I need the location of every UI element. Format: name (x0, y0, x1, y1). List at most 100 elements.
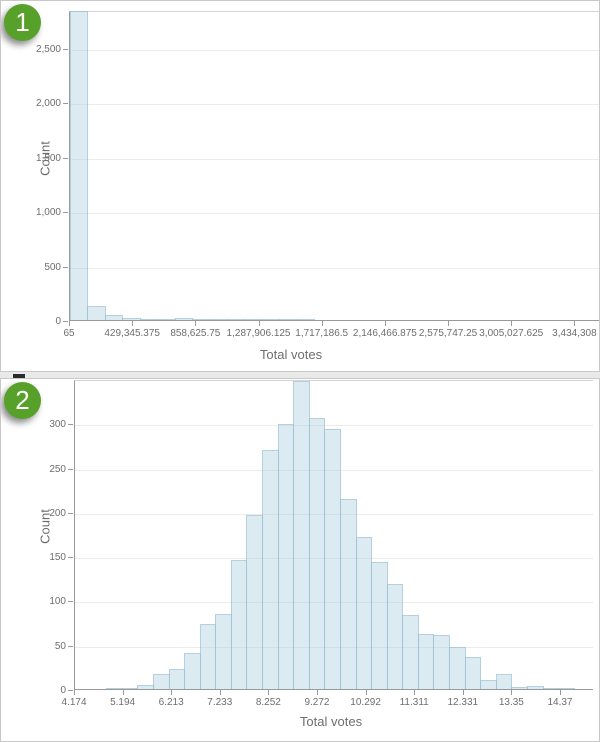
x-tick-mark (219, 690, 221, 695)
x-tick-label: 9.272 (304, 697, 330, 708)
x-tick-label: 4.174 (61, 697, 87, 708)
y-tick-label: 1,500 (35, 152, 61, 164)
y-tick-mark (68, 557, 73, 559)
step-badge-1: 1 (4, 4, 41, 41)
y-gridline (75, 469, 593, 471)
x-tick-mark (321, 321, 323, 326)
x-tick-label: 429,345.375 (104, 328, 160, 339)
y-gridline (75, 425, 593, 427)
histogram-bar (137, 685, 154, 689)
y-tick-mark (63, 321, 68, 322)
y-tick-mark (63, 103, 68, 105)
x-tick-mark (69, 321, 70, 326)
histogram-bar (402, 614, 419, 689)
y-tick-label: 150 (49, 552, 66, 564)
histogram-bar (464, 657, 482, 689)
y-tick-label: 0 (55, 316, 61, 327)
y-tick-label: 2,000 (35, 98, 61, 110)
x-tick-mark (574, 321, 576, 326)
histogram-bar (324, 428, 341, 689)
histogram-bar (152, 673, 170, 689)
y-tick-mark (68, 645, 73, 647)
histogram-bar (296, 319, 316, 320)
histogram-bar (104, 315, 124, 320)
x-tick-mark (268, 690, 270, 695)
x-tick-label: 10.292 (350, 697, 381, 708)
y-tick-label: 2,500 (35, 44, 61, 56)
step-badge-2: 2 (4, 382, 41, 419)
x-tick-mark (171, 690, 173, 695)
y-tick-mark (63, 212, 68, 214)
histogram-bar (449, 647, 466, 689)
x-tick-label: 1,287,906.125 (226, 328, 291, 339)
y-tick-label: 200 (49, 507, 66, 519)
y-tick-mark (68, 690, 73, 691)
histogram-bar (139, 319, 159, 320)
histogram-bar (262, 449, 279, 689)
x-tick-label: 11.311 (399, 697, 429, 708)
x-tick-label: 65 (63, 328, 75, 339)
x-tick-mark (258, 321, 260, 326)
histogram-bar (558, 688, 575, 689)
y-tick-label: 1,000 (35, 207, 61, 219)
x-tick-mark (74, 690, 75, 695)
histogram-bar (199, 624, 217, 689)
histogram-bar (157, 319, 176, 320)
card-histogram-raw: 1 Count Total votes 0 500 1,000 1,500 2,000 2… (0, 0, 600, 372)
histogram-bar (386, 583, 404, 689)
y-tick-mark (68, 512, 73, 514)
y-axis-title: Count (37, 509, 53, 544)
histogram-bar (542, 688, 560, 689)
x-tick-mark (511, 690, 513, 695)
x-tick-mark (122, 690, 124, 695)
y-gridline (70, 50, 599, 52)
x-tick-label: 858,625.75 (170, 328, 221, 339)
y-tick-mark (63, 266, 68, 268)
histogram-bar (246, 515, 264, 689)
y-tick-mark (63, 49, 68, 51)
x-tick-label: 3,005,027.625 (479, 328, 544, 339)
x-tick-mark (384, 321, 386, 326)
x-tick-label: 5.194 (110, 697, 136, 708)
histogram-bar (209, 319, 228, 320)
histogram-bar (308, 417, 326, 689)
x-tick-label: 2,575,747.25 (418, 328, 478, 339)
y-gridline (75, 513, 593, 515)
x-tick-label: 1,717,186.5 (295, 328, 349, 339)
histogram-bar (70, 11, 89, 320)
histogram-bar (215, 613, 232, 689)
histogram-bar (417, 634, 435, 689)
x-tick-mark (316, 690, 318, 695)
y-tick-label: 500 (44, 261, 61, 273)
y-tick-mark (68, 468, 73, 470)
screenshot-artifact-dash (13, 374, 25, 378)
histogram-bar (261, 319, 281, 320)
x-tick-label: 14.37 (547, 697, 573, 708)
histogram-bar (192, 319, 211, 320)
x-tick-label: 12.331 (447, 697, 479, 708)
y-tick-label: 250 (49, 463, 66, 475)
y-gridline (70, 158, 599, 160)
x-tick-label: 7.233 (207, 697, 233, 708)
y-tick-label: 0 (60, 685, 66, 696)
histogram-bar (480, 680, 497, 689)
y-gridline (70, 213, 599, 215)
y-gridline (75, 558, 593, 560)
y-tick-label: 50 (54, 640, 66, 652)
histogram-bar (122, 317, 141, 320)
histogram-bar (495, 673, 513, 689)
histogram-bar (433, 634, 451, 689)
histogram-bar (355, 536, 373, 689)
x-tick-label: 2,146,466.875 (352, 328, 417, 339)
x-tick-label: 3,434,308 (552, 328, 597, 339)
plot-area (69, 11, 599, 321)
histogram-bar (511, 687, 528, 689)
histogram-bar (279, 319, 298, 320)
y-gridline (70, 104, 599, 106)
x-tick-mark (448, 321, 450, 326)
x-tick-label: 8.252 (255, 697, 281, 708)
y-gridline (75, 646, 593, 648)
x-tick-mark (132, 321, 134, 326)
histogram-bar (244, 319, 263, 320)
histogram-bar (174, 318, 194, 320)
